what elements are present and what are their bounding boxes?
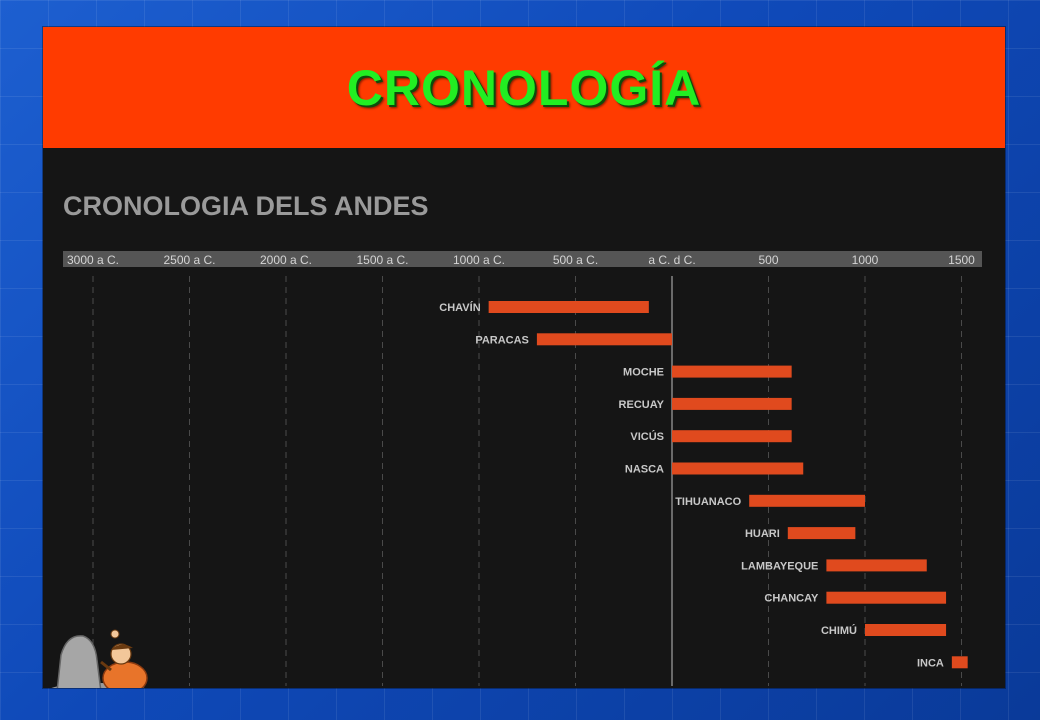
- bar-inca: [951, 656, 968, 669]
- bar-chancay: [826, 591, 947, 604]
- x-tick-label: 2500 a C.: [163, 253, 215, 267]
- bar-tihuanaco: [749, 494, 865, 507]
- category-label: CHANCAY: [764, 593, 819, 605]
- bar-nasca: [672, 462, 804, 475]
- bar-recuay: [672, 397, 792, 410]
- tick-group: 3000 a C. 2500 a C. 2000 a C. 1500 a C. 1000…: [67, 253, 975, 686]
- timeline-chart: CRONOLOGIA DELS ANDES 3000 a C. 2500 a C.…: [51, 191, 982, 688]
- chart-area: CRONOLOGIA DELS ANDES 3000 a C. 2500 a C.…: [43, 148, 1005, 688]
- category-label: NASCA: [625, 464, 664, 476]
- bar-huari: [787, 527, 856, 540]
- bar-group: CHAVÍN PARACAS MOCHE RECUAY VICÚS NASCA TIHUAN…: [439, 301, 968, 669]
- x-tick-label: 1500 a C.: [356, 253, 408, 267]
- category-label: CHIMÚ: [821, 624, 857, 637]
- category-label: CHAVÍN: [439, 301, 480, 314]
- bar-chavín: [488, 301, 649, 313]
- slide: CRONOLOGÍA CRONOLOGIA DELS ANDES 3000 a …: [43, 27, 1005, 688]
- x-tick-label: 2000 a C.: [260, 253, 312, 267]
- bar-paracas: [536, 333, 672, 346]
- category-label: VICÚS: [630, 430, 664, 443]
- category-label: RECUAY: [619, 399, 665, 411]
- x-tick-label: 500: [758, 253, 778, 267]
- bar-moche: [672, 365, 792, 378]
- category-label: MOCHE: [623, 367, 664, 379]
- category-label: HUARI: [745, 528, 780, 540]
- category-label: INCA: [917, 657, 944, 669]
- bar-lambayeque: [826, 559, 927, 572]
- bar-vicús: [672, 430, 792, 443]
- slide-title: CRONOLOGÍA: [346, 59, 702, 116]
- x-tick-label: a C. d C.: [648, 253, 695, 267]
- x-tick-label: 3000 a C.: [67, 253, 119, 267]
- cartoon-figure: [51, 629, 148, 688]
- x-tick-label: 500 a C.: [553, 253, 598, 267]
- title-band: CRONOLOGÍA: [43, 27, 1005, 148]
- x-tick-label: 1000: [852, 253, 879, 267]
- bar-chimú: [865, 624, 947, 636]
- chart-title: CRONOLOGIA DELS ANDES: [63, 191, 429, 221]
- category-label: TIHUANACO: [675, 496, 741, 508]
- category-label: PARACAS: [475, 334, 529, 346]
- x-tick-label: 1500: [948, 253, 975, 267]
- category-label: LAMBAYEQUE: [741, 560, 818, 572]
- x-tick-label: 1000 a C.: [453, 253, 505, 267]
- axis-band: [63, 251, 982, 267]
